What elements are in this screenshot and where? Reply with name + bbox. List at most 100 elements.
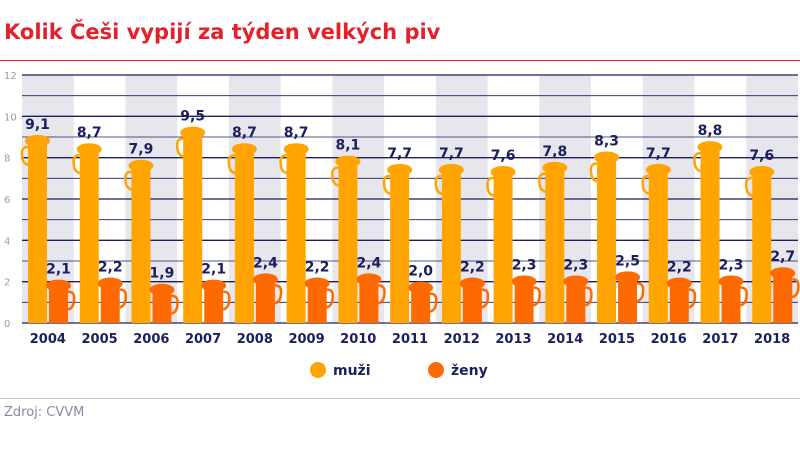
mug-foam	[749, 165, 775, 178]
mug-foam	[231, 143, 257, 156]
bar-zeny	[100, 283, 120, 323]
data-label: 7,7	[646, 146, 671, 162]
x-tick-label: 2015	[599, 332, 635, 347]
data-label: 2,2	[98, 260, 123, 276]
bar-muzi	[234, 149, 254, 323]
bar-muzi	[183, 132, 203, 323]
mug-foam	[304, 277, 330, 290]
mug-handle	[533, 286, 541, 307]
x-tick-label: 2011	[392, 332, 428, 347]
data-label: 8,1	[335, 138, 360, 154]
bar-zeny	[462, 283, 482, 323]
x-tick-label: 2018	[754, 332, 790, 347]
data-label: 2,2	[460, 260, 485, 276]
bar-muzi	[390, 169, 410, 323]
mug-handle	[274, 284, 283, 305]
bar-zeny	[618, 277, 638, 323]
x-tick-label: 2005	[82, 332, 118, 347]
mug-foam	[697, 141, 723, 154]
data-label: 7,8	[542, 144, 567, 160]
mug-foam	[438, 163, 464, 176]
mug-foam	[459, 277, 485, 290]
mug-foam	[645, 163, 671, 176]
beer-chart: 0 2 4 6 8 10 12 9,1 8,7 7,9 9,5 8,7 8,7 8,1 7,7 7,7 7,6 7…	[4, 71, 800, 379]
mug-handle	[429, 292, 438, 313]
x-tick-label: 2008	[237, 332, 273, 347]
mug-handle	[326, 288, 335, 309]
data-label: 2,4	[356, 255, 381, 271]
mug-handle	[331, 166, 339, 187]
mug-foam	[149, 283, 175, 296]
mug-foam	[97, 277, 123, 290]
bar-zeny	[566, 281, 586, 323]
mug-handle	[481, 288, 490, 309]
bar-zeny	[359, 279, 379, 323]
mug-handle	[744, 176, 753, 198]
data-label: 2,2	[305, 260, 330, 276]
data-label: 1,9	[150, 266, 175, 282]
bar-muzi	[700, 147, 720, 323]
y-tick-label: 4	[4, 236, 10, 247]
mug-foam	[615, 271, 641, 284]
mug-foam	[201, 279, 227, 292]
x-tick-label: 2004	[30, 332, 66, 347]
bar-zeny	[255, 279, 275, 323]
bar-zeny	[307, 283, 327, 323]
y-tick-label: 0	[4, 319, 10, 330]
data-label: 7,9	[129, 142, 154, 158]
mug-handle	[537, 172, 546, 193]
y-tick-label: 10	[4, 112, 17, 123]
x-tick-label: 2010	[340, 332, 376, 347]
x-tick-label: 2013	[495, 332, 531, 347]
mug-handle	[740, 286, 748, 307]
data-label: 2,3	[719, 257, 744, 273]
mug-handle	[279, 153, 288, 175]
data-label: 2,1	[46, 262, 71, 278]
bar-zeny	[49, 285, 68, 323]
bar-zeny	[514, 281, 534, 323]
data-label: 2,7	[770, 249, 795, 265]
mug-handle	[119, 288, 128, 309]
mug-handle	[382, 174, 391, 196]
mug-foam	[335, 155, 361, 168]
y-tick-label: 2	[4, 278, 10, 289]
mug-handle	[791, 277, 800, 299]
data-label: 8,7	[232, 125, 257, 141]
data-label: 2,3	[512, 257, 537, 273]
mug-handle	[688, 288, 697, 309]
mug-handle	[20, 145, 29, 167]
bar-muzi	[545, 167, 565, 323]
chart-title: Kolik Češi vypijí za týden velkých piv	[4, 20, 441, 44]
bar-muzi	[752, 171, 772, 323]
footer-divider	[0, 398, 800, 399]
y-tick-label: 6	[4, 195, 10, 206]
x-tick-label: 2017	[702, 332, 738, 347]
mug-foam	[180, 126, 206, 139]
mug-foam	[283, 143, 309, 156]
mug-foam	[76, 143, 102, 156]
data-label: 7,7	[439, 146, 464, 162]
mug-foam	[387, 163, 413, 176]
data-label: 7,6	[491, 148, 516, 164]
data-label: 2,0	[408, 264, 433, 280]
mug-foam	[25, 134, 50, 147]
bar-zeny	[773, 273, 793, 323]
data-label: 2,5	[615, 253, 640, 269]
x-tick-label: 2006	[133, 332, 169, 347]
x-tick-label: 2016	[651, 332, 687, 347]
mug-foam	[511, 275, 537, 288]
x-tick-label: 2012	[444, 332, 480, 347]
mug-handle	[584, 286, 593, 307]
mug-foam	[542, 161, 568, 174]
legend-marker	[310, 362, 326, 378]
mug-foam	[356, 273, 382, 286]
data-label: 8,7	[77, 125, 102, 141]
mug-foam	[718, 275, 744, 288]
data-label: 8,3	[594, 133, 619, 149]
bar-zeny	[204, 285, 224, 323]
data-label: 8,7	[284, 125, 309, 141]
mug-handle	[589, 162, 598, 183]
mug-foam	[594, 151, 620, 164]
bar-zeny	[669, 283, 689, 323]
x-tick-label: 2014	[547, 332, 583, 347]
